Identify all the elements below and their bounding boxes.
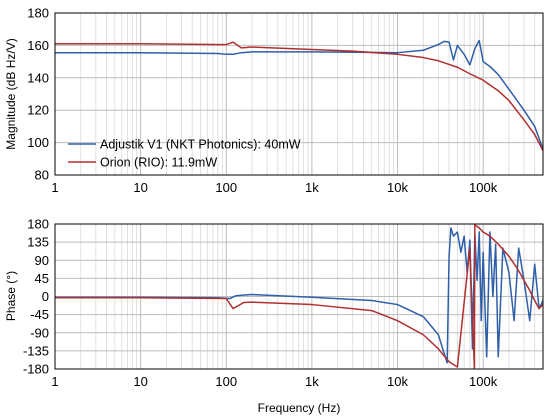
phase-y-tick-labels: -180 -135 -90 -45 0 45 90 135 180 — [23, 217, 49, 377]
phase-series — [55, 224, 543, 369]
mag-series-orion — [55, 41, 543, 152]
phase-y-tick-label: -45 — [30, 307, 49, 322]
phase-plot-border — [54, 223, 544, 370]
legend-label-orion: Orion (RIO): 11.9mW — [100, 156, 217, 170]
phase-y-tick-label: -135 — [23, 343, 49, 358]
phase-grid — [55, 224, 543, 369]
phase-series-adjustik — [55, 227, 543, 364]
mag-x-tick-label: 100 — [215, 180, 237, 195]
phase-y-tick-label: 45 — [35, 271, 49, 286]
legend: Adjustik V1 (NKT Photonics): 40mW Orion … — [68, 138, 301, 170]
magnitude-y-axis-label: Magnitude (dB Hz/V) — [4, 38, 18, 149]
mag-y-tick-label: 80 — [35, 168, 49, 183]
phase-y-axis-label: Phase (°) — [4, 271, 18, 321]
phase-x-tick-label: 1 — [51, 374, 58, 389]
phase-y-tick-label: 90 — [35, 253, 49, 268]
magnitude-y-tick-labels: 80 100 120 140 160 180 — [27, 6, 49, 183]
phase-series-orion — [55, 224, 543, 369]
phase-panel: -180 -135 -90 -45 0 45 90 135 180 1 10 100 1k 10k 100… — [4, 217, 544, 415]
mag-y-tick-label: 180 — [27, 6, 49, 21]
magnitude-grid — [55, 13, 543, 175]
mag-y-tick-label: 160 — [27, 38, 49, 53]
mag-x-tick-label: 1k — [305, 180, 319, 195]
phase-x-tick-labels: 1 10 100 1k 10k 100k — [51, 374, 497, 389]
phase-y-tick-label: 180 — [27, 217, 49, 232]
mag-x-tick-label: 10 — [133, 180, 147, 195]
phase-y-tick-label: -90 — [30, 325, 49, 340]
magnitude-x-tick-labels: 1 10 100 1k 10k 100k — [51, 180, 497, 195]
phase-x-tick-label: 1k — [305, 374, 319, 389]
mag-x-tick-label: 100k — [469, 180, 498, 195]
legend-label-adjustik: Adjustik V1 (NKT Photonics): 40mW — [100, 138, 301, 152]
magnitude-plot-border — [54, 12, 544, 176]
mag-x-tick-label: 1 — [51, 180, 58, 195]
mag-y-tick-label: 120 — [27, 103, 49, 118]
mag-y-tick-label: 100 — [27, 135, 49, 150]
magnitude-series — [55, 39, 543, 152]
phase-y-tick-label: -180 — [23, 362, 49, 377]
phase-y-tick-label: 135 — [27, 235, 49, 250]
phase-x-tick-label: 100k — [469, 374, 498, 389]
mag-series-adjustik — [55, 39, 543, 150]
phase-x-tick-label: 10 — [133, 374, 147, 389]
magnitude-panel: 80 100 120 140 160 180 1 10 100 1k 10k 100k Magnit… — [4, 6, 544, 195]
mag-x-tick-label: 10k — [387, 180, 408, 195]
mag-y-tick-label: 140 — [27, 70, 49, 85]
frequency-x-axis-label: Frequency (Hz) — [258, 401, 341, 415]
phase-x-tick-label: 10k — [387, 374, 408, 389]
phase-x-tick-label: 100 — [215, 374, 237, 389]
phase-y-tick-label: 0 — [42, 289, 49, 304]
